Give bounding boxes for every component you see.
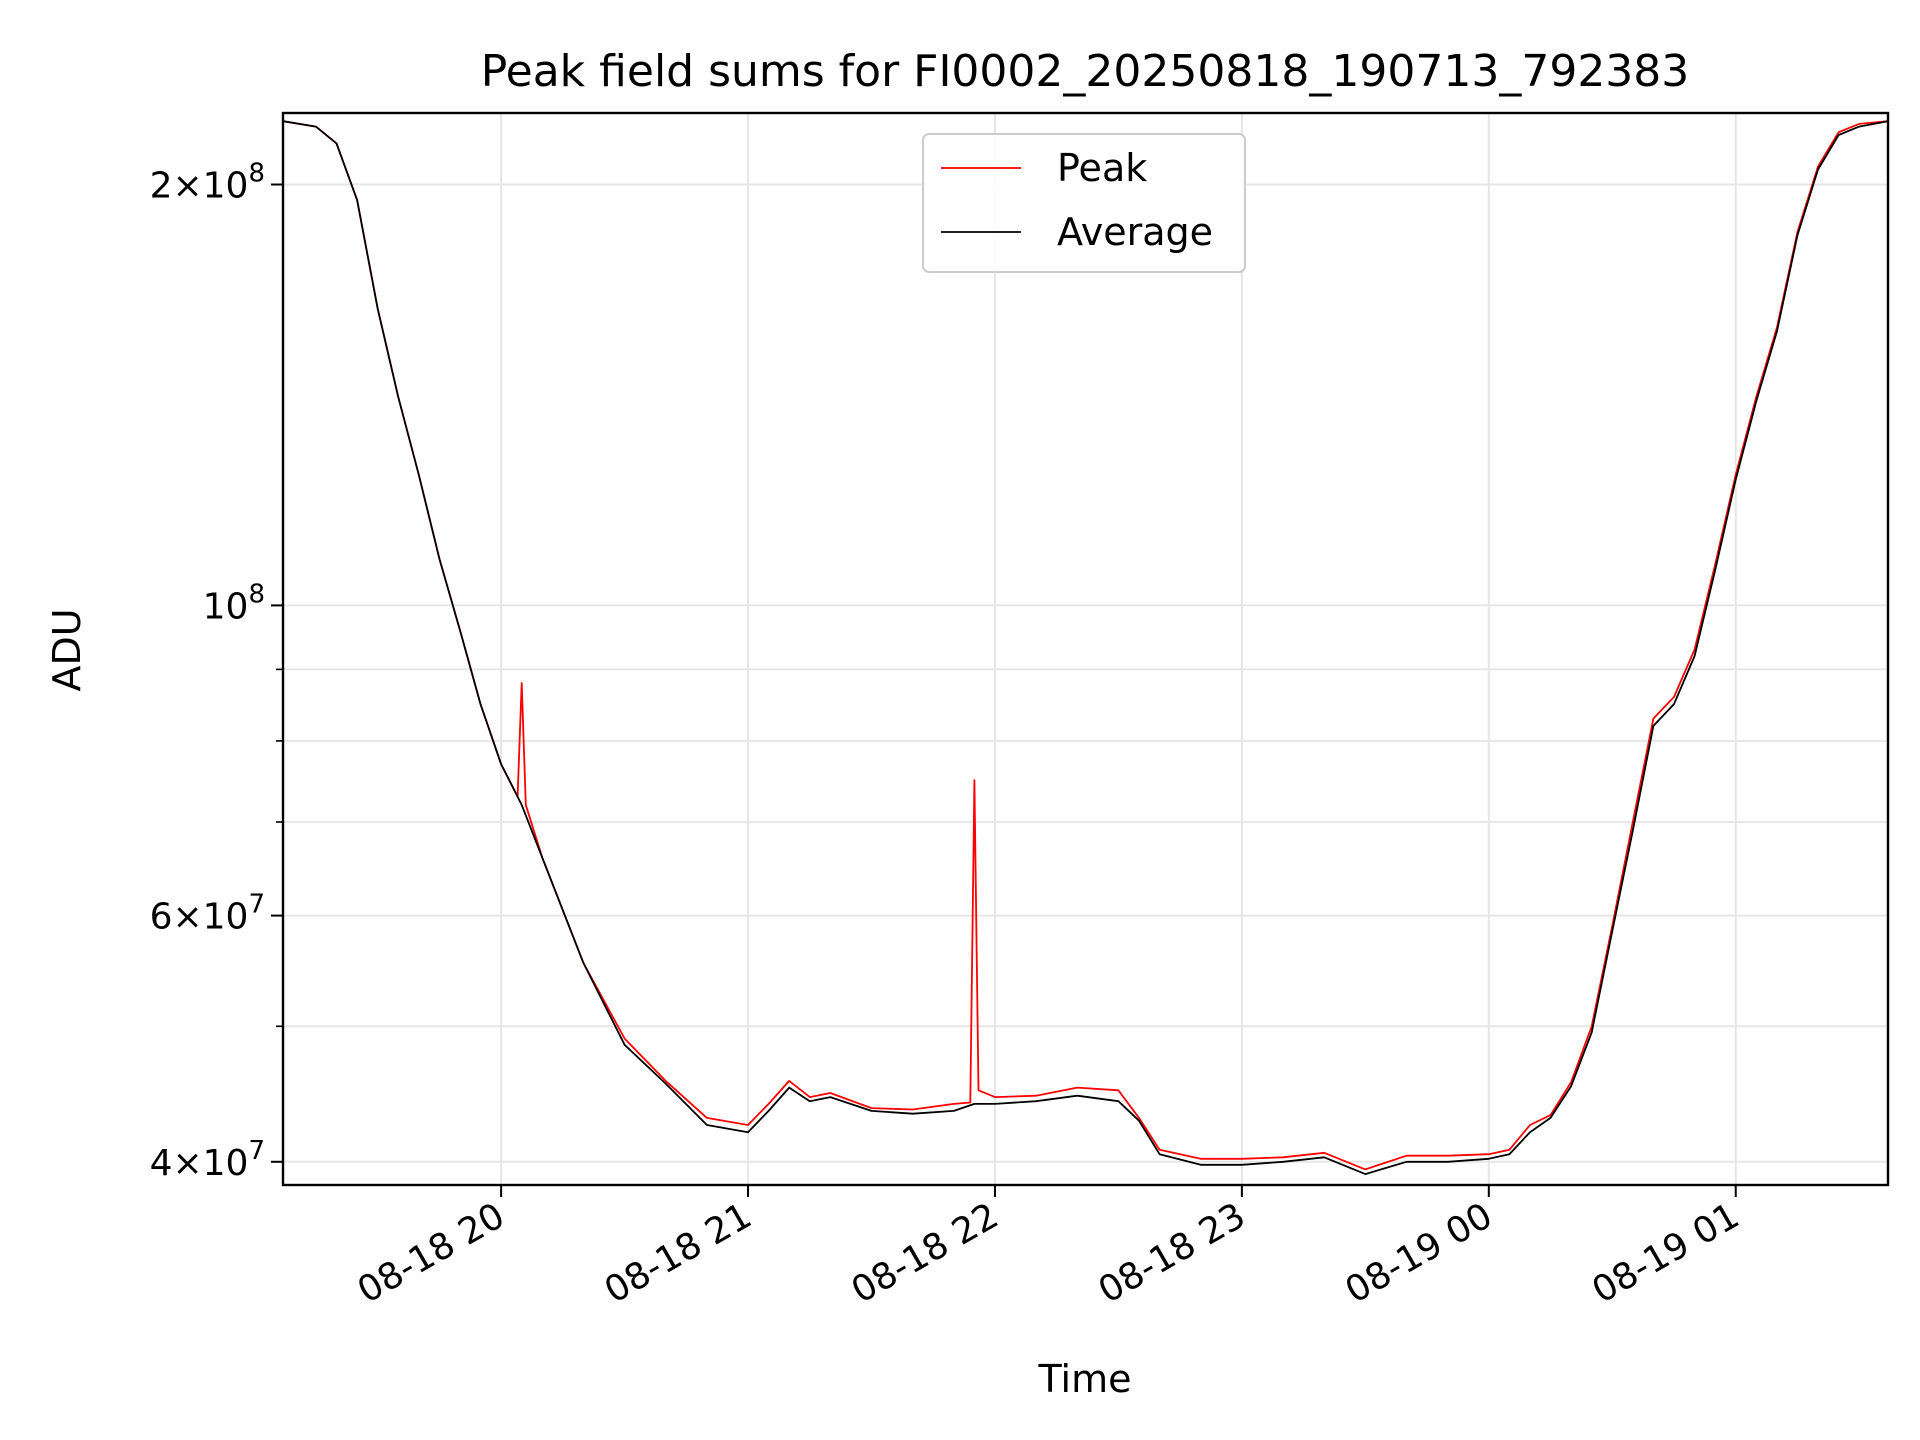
grid [283, 113, 1888, 1185]
chart-title: Peak field sums for FI0002_20250818_1907… [481, 46, 1690, 97]
x-tick-label: 08-19 00 [1339, 1195, 1500, 1311]
y-axis-label: ADU [45, 608, 89, 691]
series-line-average [282, 120, 1889, 1175]
y-tick-label: 108 [203, 579, 265, 627]
x-tick-label: 08-18 23 [1092, 1195, 1253, 1311]
x-tick-label: 08-18 21 [598, 1195, 759, 1311]
x-tick-label: 08-19 01 [1586, 1195, 1747, 1311]
x-axis-label: Time [1038, 1357, 1132, 1401]
x-tick-label: 08-18 20 [351, 1195, 512, 1311]
x-axis: 08-18 20 08-18 21 08-18 22 08-18 23 08-19 00… [351, 1185, 1746, 1312]
axes-frame [281, 111, 1890, 1187]
legend: Peak Average [922, 133, 1246, 273]
y-tick-label: 6×107 [150, 890, 265, 938]
y-tick-label: 2×108 [150, 159, 265, 207]
series-line-peak [282, 120, 1889, 1171]
plot-area [282, 120, 1889, 1175]
y-axis: 4×107 6×107 108 2×108 [150, 159, 283, 1184]
legend-average-label: Average [1057, 210, 1213, 254]
x-tick-label: 08-18 22 [845, 1195, 1006, 1311]
y-tick-label: 4×107 [150, 1136, 265, 1184]
legend-peak-label: Peak [1057, 146, 1147, 190]
